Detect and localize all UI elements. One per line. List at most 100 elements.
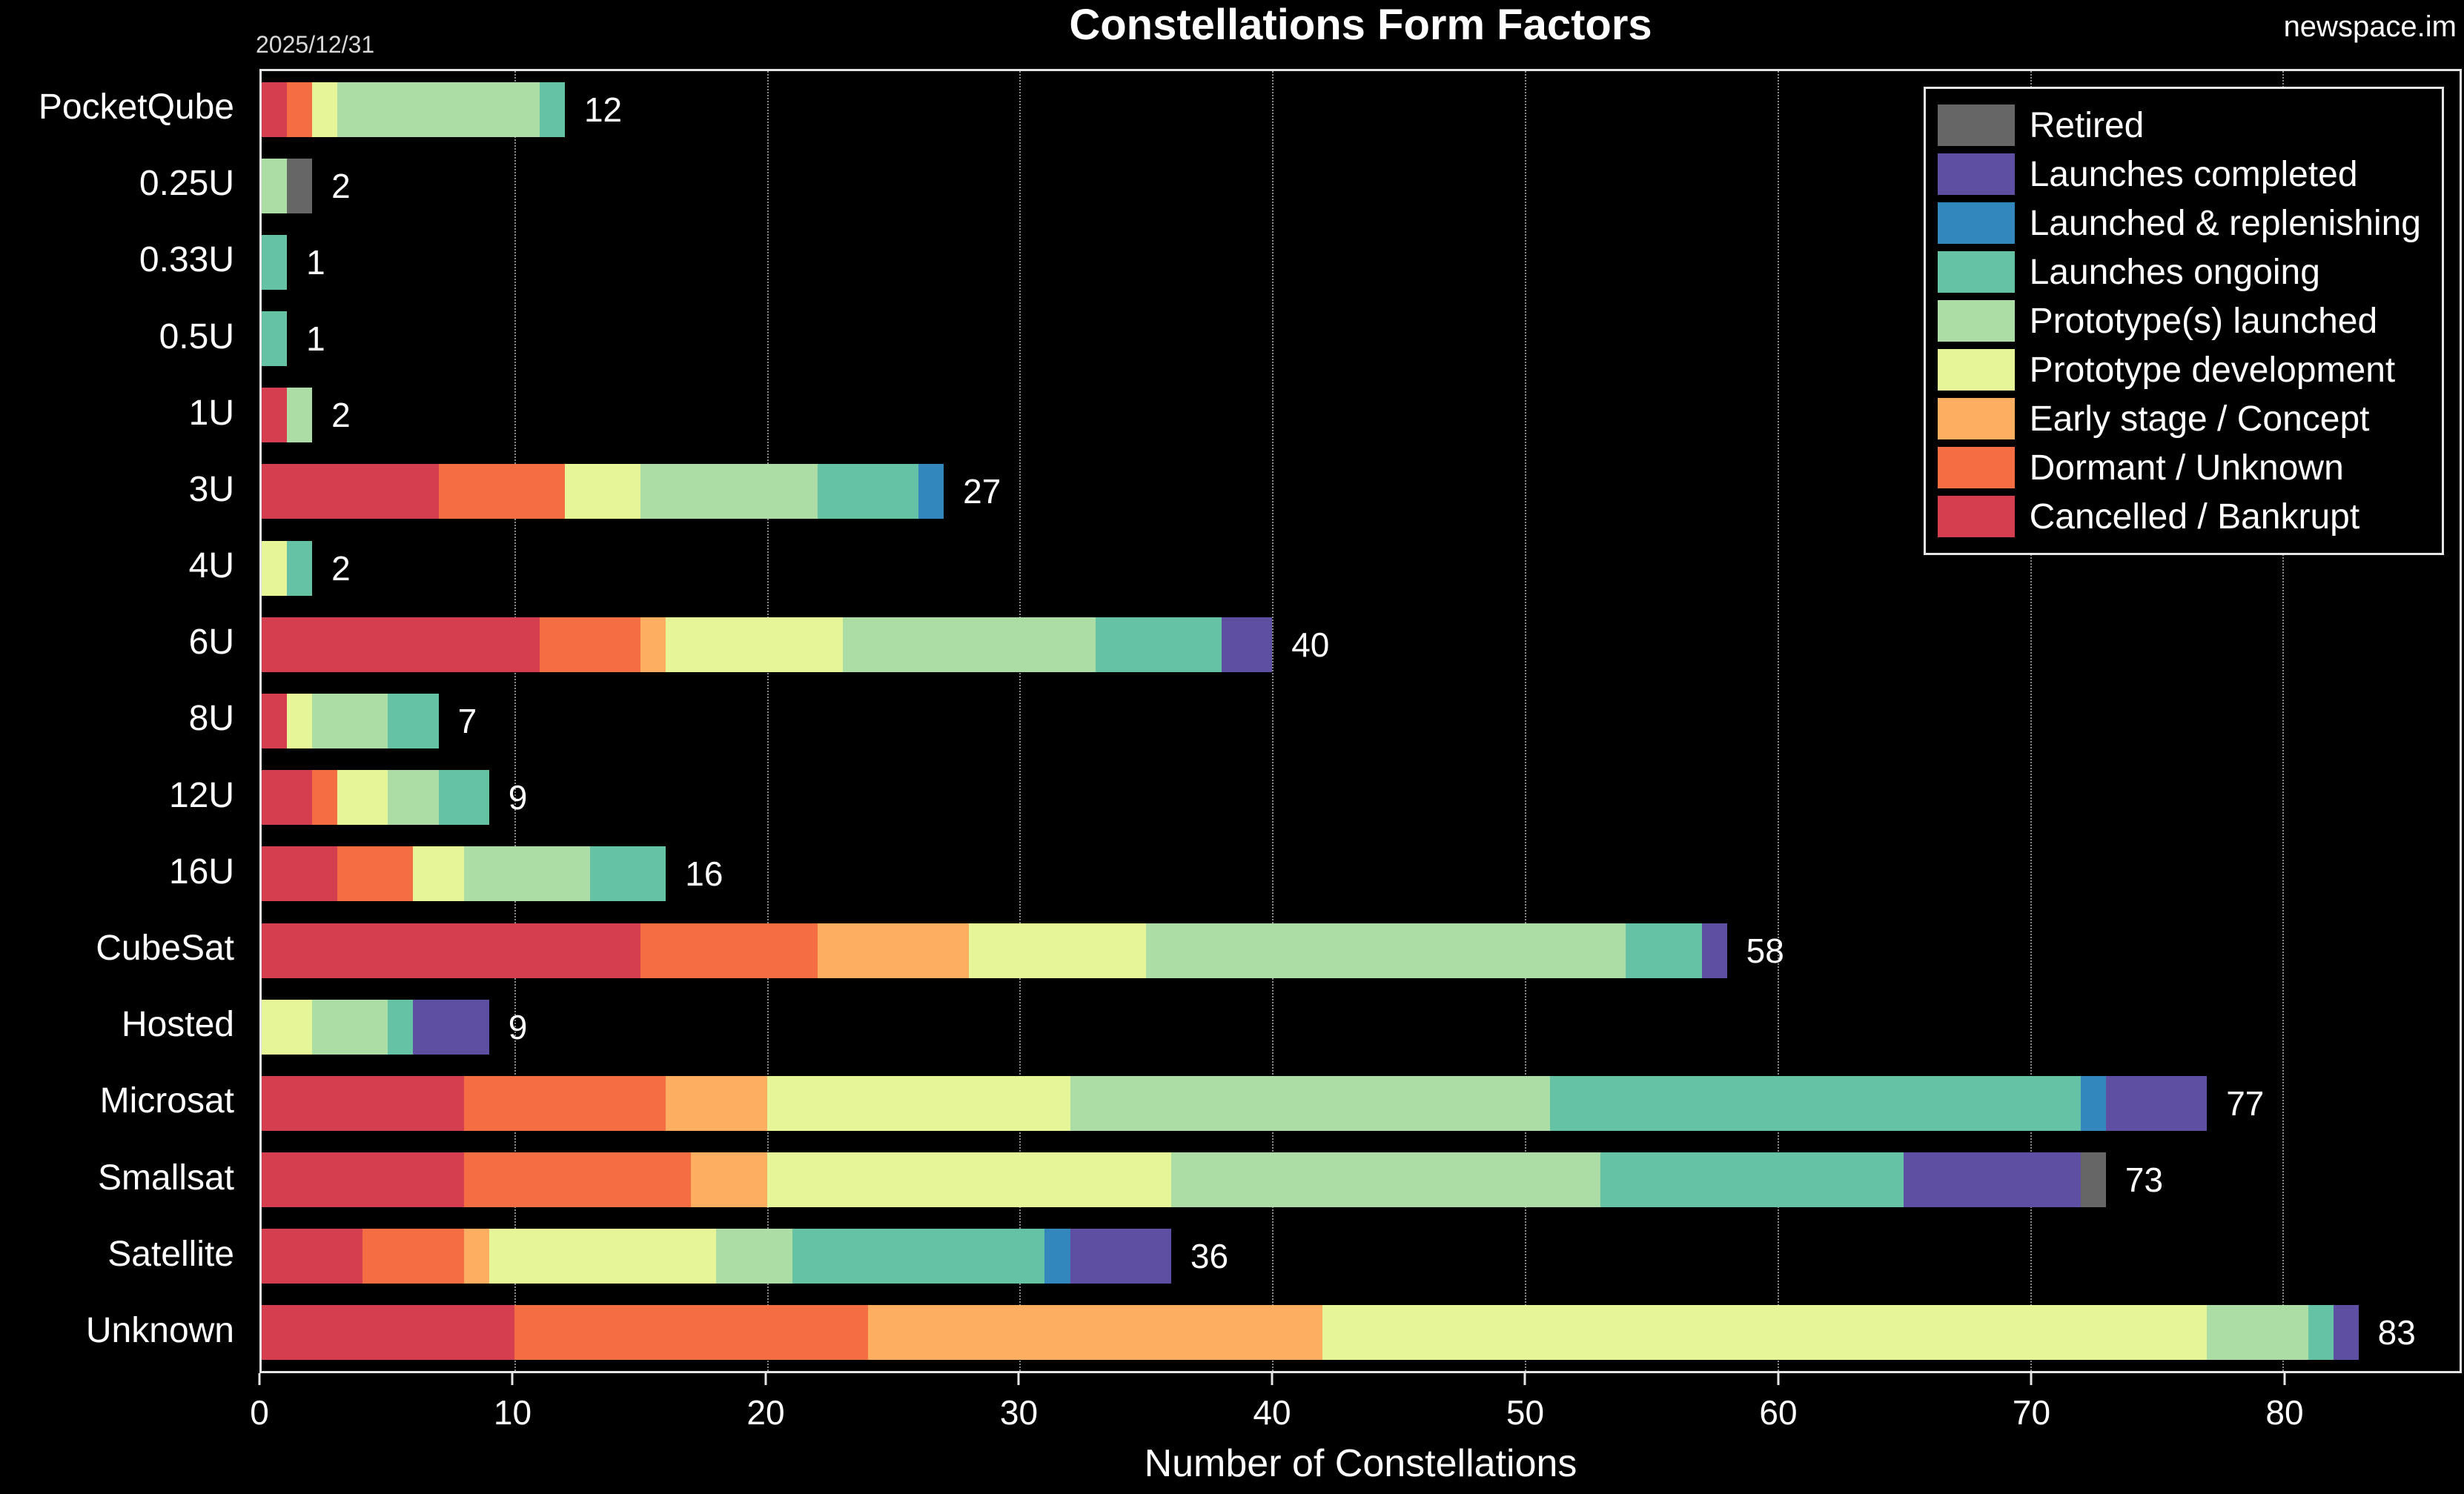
gridline-x-20 <box>766 71 769 1371</box>
bar-value-label-Unknown: 83 <box>2377 1313 2416 1352</box>
bar-segment-launches-ongoing <box>438 770 489 826</box>
bar-value-label-CubeSat: 58 <box>1746 931 1784 970</box>
chart-row-Satellite: 36 <box>262 1218 2460 1295</box>
x-tick-label-10: 10 <box>493 1393 532 1432</box>
bar-segment-launches-ongoing <box>817 464 919 519</box>
stacked-bar-Satellite <box>262 1229 1171 1284</box>
bar-segment-prototype-s-launched <box>1170 1152 1601 1208</box>
bar-value-label-PocketQube: 12 <box>583 90 623 129</box>
x-tick-mark-40 <box>1271 1373 1274 1385</box>
date-stamp: 2025/12/31 <box>256 31 375 58</box>
bar-segment-prototype-development <box>262 999 313 1055</box>
gridline-x-80 <box>2282 71 2285 1371</box>
legend-item-cancelled-bankrupt: Cancelled / Bankrupt <box>1937 492 2421 541</box>
legend-item-prototype-s-launched: Prototype(s) launched <box>1937 296 2421 345</box>
gridline-x-60 <box>1777 71 1779 1371</box>
bar-value-label-1U: 2 <box>331 396 351 435</box>
bar-segment-cancelled-bankrupt <box>262 1075 464 1131</box>
chart-row-Smallsat: 73 <box>262 1141 2460 1218</box>
bar-segment-launches-ongoing <box>262 234 288 290</box>
bar-segment-launches-completed <box>1222 617 1273 672</box>
legend-swatch-icon <box>1937 349 2015 391</box>
bar-segment-launched-replenishing <box>2080 1075 2106 1131</box>
chart-row-12U: 9 <box>262 760 2460 836</box>
chart-row-Microsat: 77 <box>262 1065 2460 1141</box>
gridline-x-30 <box>1019 71 1021 1371</box>
chart-row-6U: 40 <box>262 606 2460 683</box>
bar-segment-prototype-s-launched <box>337 82 540 137</box>
y-axis-label-Hosted: Hosted <box>121 1005 234 1045</box>
bar-segment-prototype-development <box>337 770 388 826</box>
legend-label: Retired <box>2029 105 2145 145</box>
y-axis-label-Microsat: Microsat <box>99 1081 234 1121</box>
bar-segment-cancelled-bankrupt <box>262 693 288 748</box>
legend-swatch-icon <box>1937 251 2015 293</box>
bar-segment-early-stage-concept <box>691 1152 767 1208</box>
x-tick-mark-0 <box>258 1373 261 1385</box>
chart-row-1U: 2 <box>262 377 2460 454</box>
bar-segment-launches-ongoing <box>792 1229 1045 1284</box>
bar-value-label-Microsat: 77 <box>2226 1083 2265 1123</box>
y-axis-label-0.33U: 0.33U <box>139 240 234 280</box>
bar-segment-dormant-unknown <box>539 617 641 672</box>
bars-layer: 12 2 1 1 2 27 2 40 7 9 16 58 9 77 73 36 83 <box>262 71 2460 1371</box>
bar-value-label-12U: 9 <box>508 778 528 817</box>
bar-value-label-Hosted: 9 <box>508 1007 528 1046</box>
chart-row-8U: 7 <box>262 683 2460 759</box>
bar-segment-early-stage-concept <box>463 1229 489 1284</box>
bar-segment-launches-ongoing <box>1626 923 1702 978</box>
chart-row-4U: 2 <box>262 530 2460 606</box>
bar-segment-prototype-development <box>413 846 464 902</box>
chart-row-PocketQube: 12 <box>262 71 2460 147</box>
legend-item-prototype-development: Prototype development <box>1937 345 2421 394</box>
stacked-bar-12U <box>262 770 489 826</box>
legend-label: Early stage / Concept <box>2029 399 2370 439</box>
stacked-bar-0.25U <box>262 158 313 213</box>
bar-segment-prototype-development <box>489 1229 717 1284</box>
y-axis-label-6U: 6U <box>188 622 234 663</box>
legend-item-early-stage-concept: Early stage / Concept <box>1937 394 2421 443</box>
gridline-x-50 <box>1525 71 1527 1371</box>
bar-segment-prototype-s-launched <box>842 617 1096 672</box>
bar-segment-dormant-unknown <box>514 1305 868 1361</box>
y-axis-label-3U: 3U <box>188 469 234 509</box>
bar-segment-cancelled-bankrupt <box>262 617 540 672</box>
legend-swatch-icon <box>1937 153 2015 195</box>
bar-segment-prototype-development <box>1322 1305 2208 1361</box>
x-tick-label-30: 30 <box>999 1393 1039 1432</box>
bar-segment-cancelled-bankrupt <box>262 82 288 137</box>
bar-segment-launches-ongoing <box>262 311 288 367</box>
chart-row-CubeSat: 58 <box>262 912 2460 989</box>
brand-watermark: newspace.im <box>2283 10 2457 43</box>
stacked-bar-8U <box>262 693 439 748</box>
chart-title: Constellations Form Factors <box>1069 1 1652 49</box>
bar-value-label-8U: 7 <box>457 701 477 740</box>
gridline-x-40 <box>1272 71 1274 1371</box>
x-axis: Number of Constellations 0 10 20 30 40 50 60 70… <box>250 1373 2462 1492</box>
bar-segment-dormant-unknown <box>640 923 818 978</box>
bar-value-label-4U: 2 <box>331 548 351 588</box>
x-tick-mark-50 <box>1523 1373 1526 1385</box>
x-tick-label-70: 70 <box>2012 1393 2051 1432</box>
stacked-bar-Microsat <box>262 1075 2208 1131</box>
bar-segment-launches-ongoing <box>590 846 666 902</box>
bar-segment-cancelled-bankrupt <box>262 464 439 519</box>
y-axis-label-1U: 1U <box>188 393 234 433</box>
y-axis-label-4U: 4U <box>188 546 234 586</box>
bar-segment-prototype-development <box>766 1152 1171 1208</box>
stacked-bar-CubeSat <box>262 923 1727 978</box>
bar-value-label-0.5U: 1 <box>306 319 325 359</box>
bar-segment-cancelled-bankrupt <box>262 1152 464 1208</box>
bar-segment-prototype-development <box>666 617 843 672</box>
gridline-layer <box>262 71 2460 1371</box>
x-tick-label-80: 80 <box>2265 1393 2304 1432</box>
bar-segment-launches-completed <box>2105 1075 2208 1131</box>
bar-segment-launches-ongoing <box>1550 1075 2081 1131</box>
x-tick-mark-80 <box>2283 1373 2286 1385</box>
y-axis-label-12U: 12U <box>168 775 234 815</box>
bar-segment-retired <box>287 158 313 213</box>
bar-segment-launched-replenishing <box>918 464 944 519</box>
bar-segment-prototype-development <box>766 1075 1070 1131</box>
x-tick-mark-30 <box>1017 1373 1020 1385</box>
